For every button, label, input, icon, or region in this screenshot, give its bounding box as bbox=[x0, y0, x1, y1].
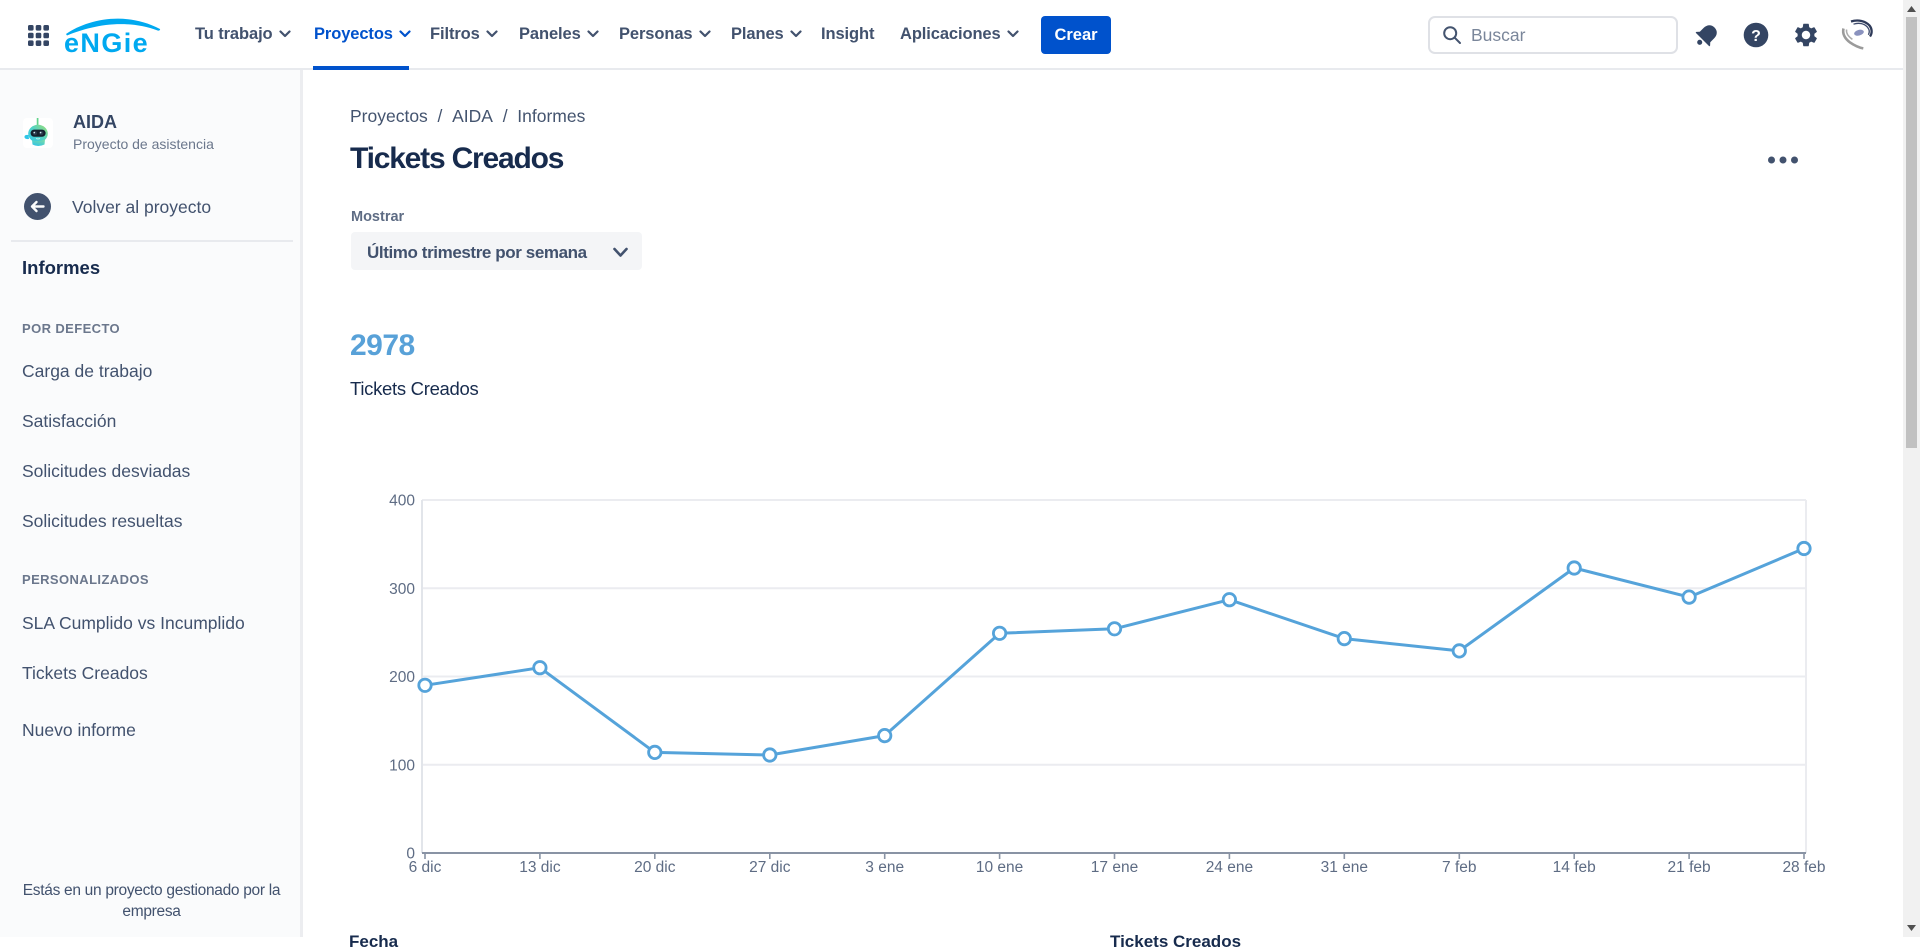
svg-text:14 feb: 14 feb bbox=[1553, 859, 1596, 876]
svg-text:24 ene: 24 ene bbox=[1206, 859, 1253, 876]
svg-text:7 feb: 7 feb bbox=[1442, 859, 1476, 876]
svg-text:?: ? bbox=[1751, 28, 1761, 45]
svg-text:28 feb: 28 feb bbox=[1782, 859, 1825, 876]
svg-text:21 feb: 21 feb bbox=[1668, 859, 1711, 876]
svg-text:300: 300 bbox=[389, 581, 415, 598]
svg-text:100: 100 bbox=[389, 757, 415, 774]
svg-text:0: 0 bbox=[406, 846, 415, 863]
svg-text:200: 200 bbox=[389, 669, 415, 686]
svg-text:eNGie: eNGie bbox=[64, 28, 149, 56]
svg-text:27 dic: 27 dic bbox=[749, 859, 791, 876]
svg-text:17 ene: 17 ene bbox=[1091, 859, 1138, 876]
svg-text:6 dic: 6 dic bbox=[409, 859, 442, 876]
svg-text:13 dic: 13 dic bbox=[519, 859, 561, 876]
svg-text:3 ene: 3 ene bbox=[865, 859, 904, 876]
svg-text:20 dic: 20 dic bbox=[634, 859, 676, 876]
svg-text:10 ene: 10 ene bbox=[976, 859, 1023, 876]
svg-text:31 ene: 31 ene bbox=[1321, 859, 1368, 876]
svg-text:400: 400 bbox=[389, 493, 415, 510]
